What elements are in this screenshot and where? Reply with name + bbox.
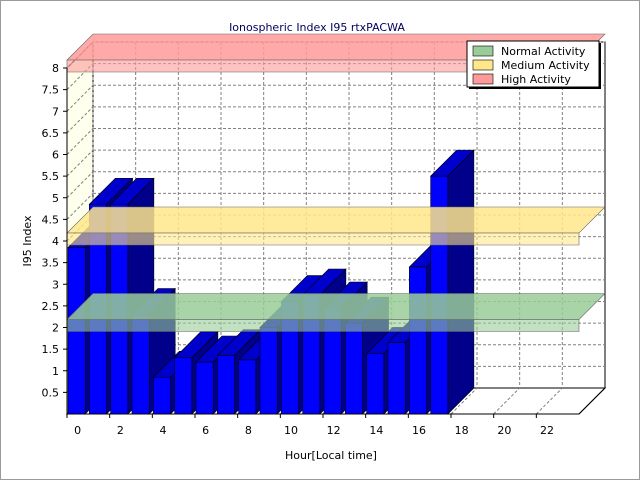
bar-side [447,149,475,415]
grid-line-depth [66,171,94,199]
bar-front [387,342,406,415]
y-tick-label: 0.5 [42,386,60,399]
grid-line-depth [66,193,94,220]
grid-line-depth [66,106,94,134]
x-tick-label: 10 [284,424,298,437]
bar-front [153,376,171,415]
y-tick-label: 7.5 [42,84,60,97]
y-tick-label: 2.5 [42,300,60,313]
y-tick-label: 5 [52,192,59,205]
x-axis-label: Hour[Local time] [285,449,377,462]
y-axis-label: I95 Index [21,215,34,267]
bar-front [217,355,235,415]
legend-item-label: Medium Activity [501,59,590,72]
y-tick-label: 4 [52,235,59,248]
legend-swatch [472,73,494,85]
grid-line-depth [66,149,94,177]
x-tick-label: 16 [412,424,426,437]
legend-item-label: Normal Activity [501,45,586,58]
legend-swatch [472,45,494,57]
y-tick-label: 2 [52,322,59,335]
y-tick-label: 5.5 [42,170,60,183]
x-tick-label: 18 [455,424,469,437]
legend-swatch [472,59,494,71]
grid-line-depth [66,128,94,155]
bar-front [174,357,193,415]
legend-item-label: High Activity [501,73,571,86]
bar-front [345,322,363,415]
grid-line-depth [66,84,94,112]
bar-front [238,359,257,415]
y-tick-label: 3.5 [42,257,60,270]
band-front [66,232,580,246]
floor-edge [578,387,606,415]
band-top [66,293,606,320]
x-tick-label: 22 [540,424,554,437]
y-tick-label: 3 [52,278,59,291]
y-tick-label: 1.5 [42,343,60,356]
band-front [66,319,580,332]
y-tick-label: 8 [52,62,59,75]
bar-front [366,353,385,415]
x-tick-label: 8 [245,424,252,437]
grid-line-floor [450,387,478,415]
grid-line-floor [535,387,563,415]
bar-front [195,361,214,415]
y-tick-label: 1 [52,365,59,378]
x-tick-label: 4 [160,424,167,437]
y-tick-label: 7 [52,105,59,118]
y-tick-label: 6.5 [42,127,60,140]
y-tick-label: 6 [52,149,59,162]
x-tick-label: 6 [202,424,209,437]
band-top [66,206,606,234]
y-tick-label: 4.5 [42,213,60,226]
grid-line-floor [493,387,521,415]
bar [429,149,475,415]
chart-title: Ionospheric Index I95 rtxPACWA [229,21,405,34]
x-tick-label: 2 [117,424,124,437]
x-tick-label: 20 [497,424,511,437]
x-tick-label: 0 [74,424,81,437]
bar-front [409,266,427,415]
x-tick-label: 14 [369,424,383,437]
x-tick-label: 12 [327,424,341,437]
bar-front [259,327,278,415]
